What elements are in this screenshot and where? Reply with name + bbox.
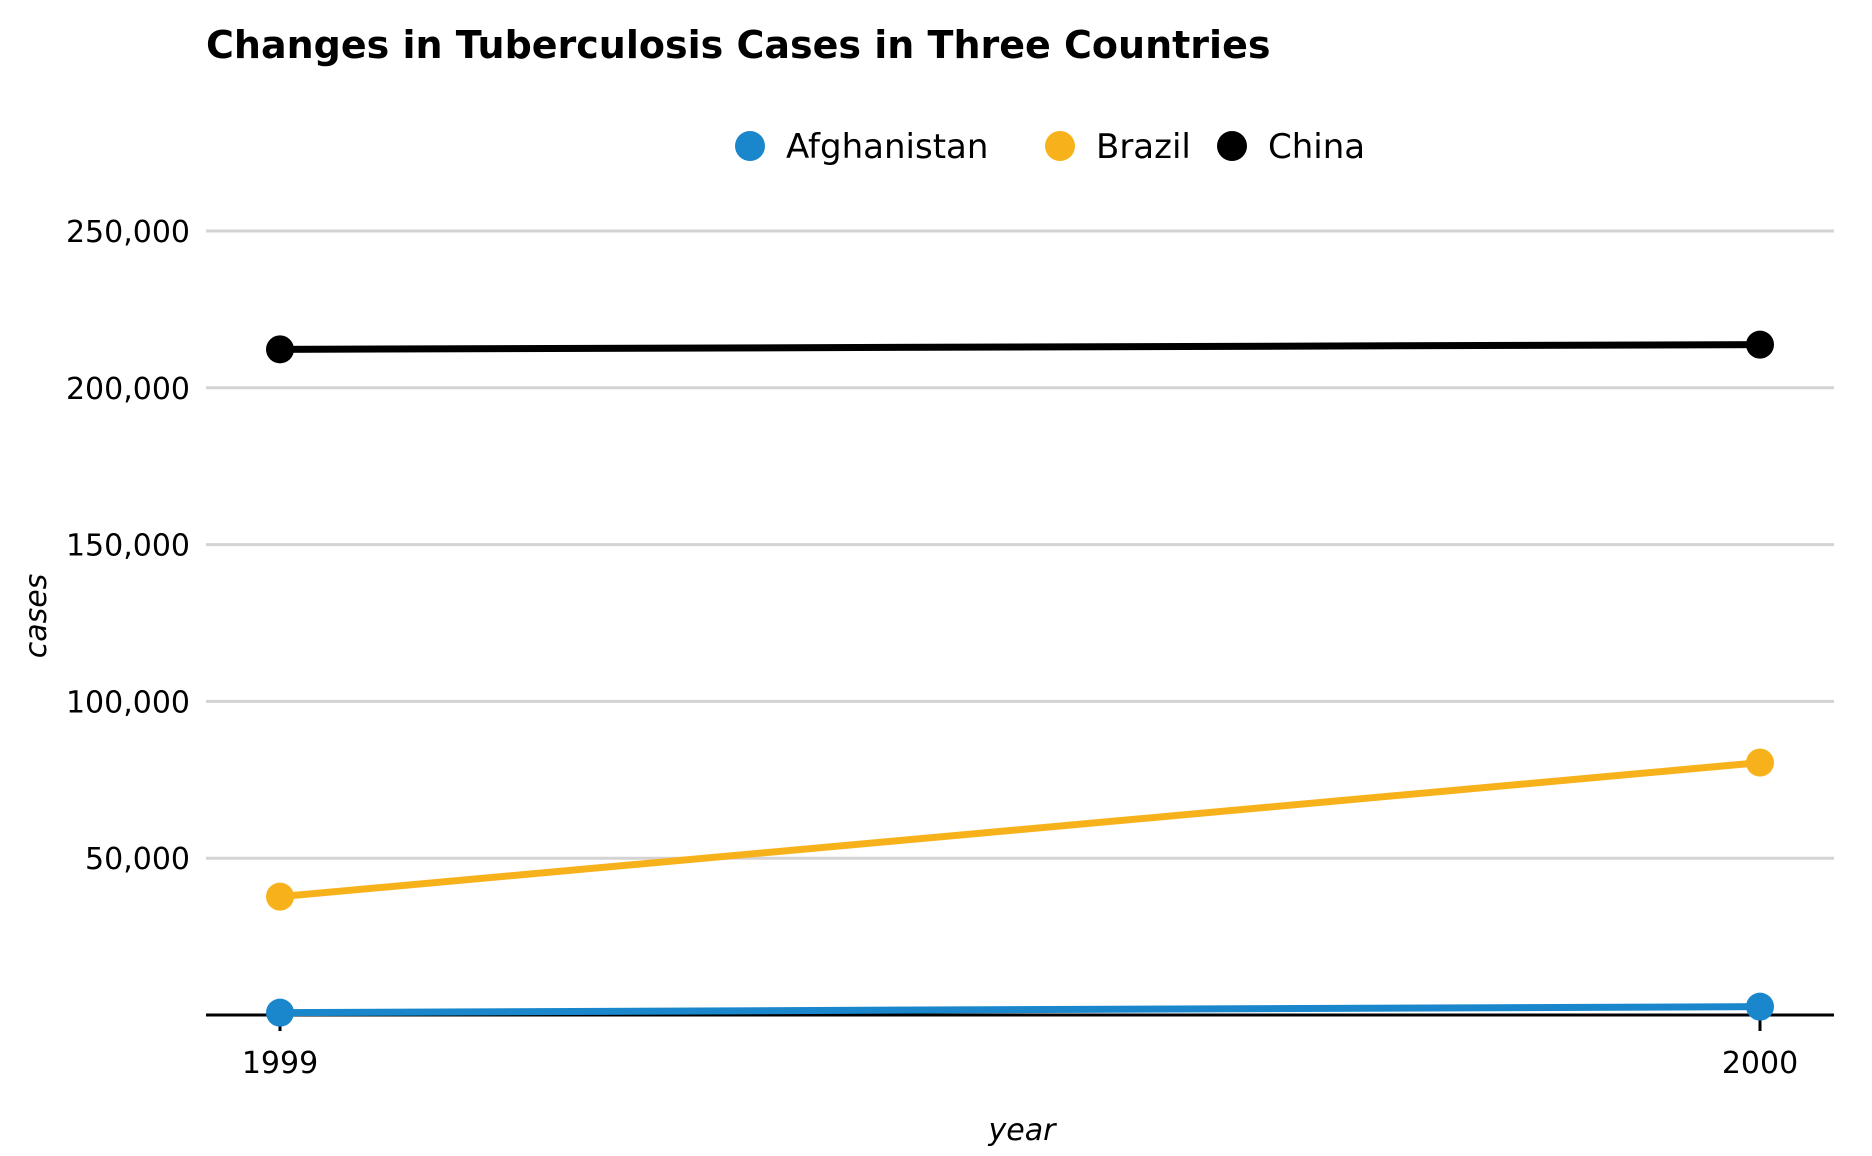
legend-label-brazil: Brazil bbox=[1096, 127, 1191, 167]
legend-marker-afghanistan bbox=[735, 131, 765, 161]
y-tick-label: 100,000 bbox=[66, 685, 190, 720]
legend-item-china: China bbox=[1217, 127, 1365, 167]
y-tick-label: 250,000 bbox=[66, 215, 190, 250]
legend-label-afghanistan: Afghanistan bbox=[786, 127, 988, 167]
y-axis-label: cases bbox=[19, 574, 54, 659]
series-line-china bbox=[276, 341, 1764, 353]
legend-marker-brazil bbox=[1045, 131, 1075, 161]
data-point-afghanistan bbox=[266, 998, 294, 1027]
data-point-china bbox=[1746, 330, 1774, 359]
x-tick-label: 2000 bbox=[1722, 1046, 1798, 1081]
y-tick-label: 50,000 bbox=[85, 842, 190, 877]
series-line-brazil bbox=[276, 759, 1764, 901]
x-axis-ticks: 1999 2000 bbox=[242, 1015, 1798, 1081]
x-axis-label: year bbox=[988, 1113, 1058, 1148]
gridlines bbox=[206, 229, 1834, 860]
data-point-china bbox=[266, 335, 294, 364]
legend: Afghanistan Brazil China bbox=[735, 127, 1365, 167]
series-group bbox=[266, 330, 1774, 1027]
series-line-afghanistan bbox=[276, 1003, 1764, 1017]
data-point-brazil bbox=[266, 882, 294, 911]
y-tick-label: 200,000 bbox=[66, 372, 190, 407]
legend-item-afghanistan: Afghanistan bbox=[735, 127, 988, 167]
legend-item-brazil: Brazil bbox=[1045, 127, 1191, 167]
data-point-brazil bbox=[1746, 748, 1774, 777]
chart-title: Changes in Tuberculosis Cases in Three C… bbox=[206, 23, 1270, 67]
data-point-afghanistan bbox=[1746, 992, 1774, 1021]
legend-marker-china bbox=[1217, 131, 1247, 161]
x-tick-label: 1999 bbox=[242, 1046, 318, 1081]
y-axis-ticks: 50,000 100,000 150,000 200,000 250,000 bbox=[66, 215, 190, 877]
legend-label-china: China bbox=[1268, 127, 1365, 167]
y-tick-label: 150,000 bbox=[66, 529, 190, 564]
